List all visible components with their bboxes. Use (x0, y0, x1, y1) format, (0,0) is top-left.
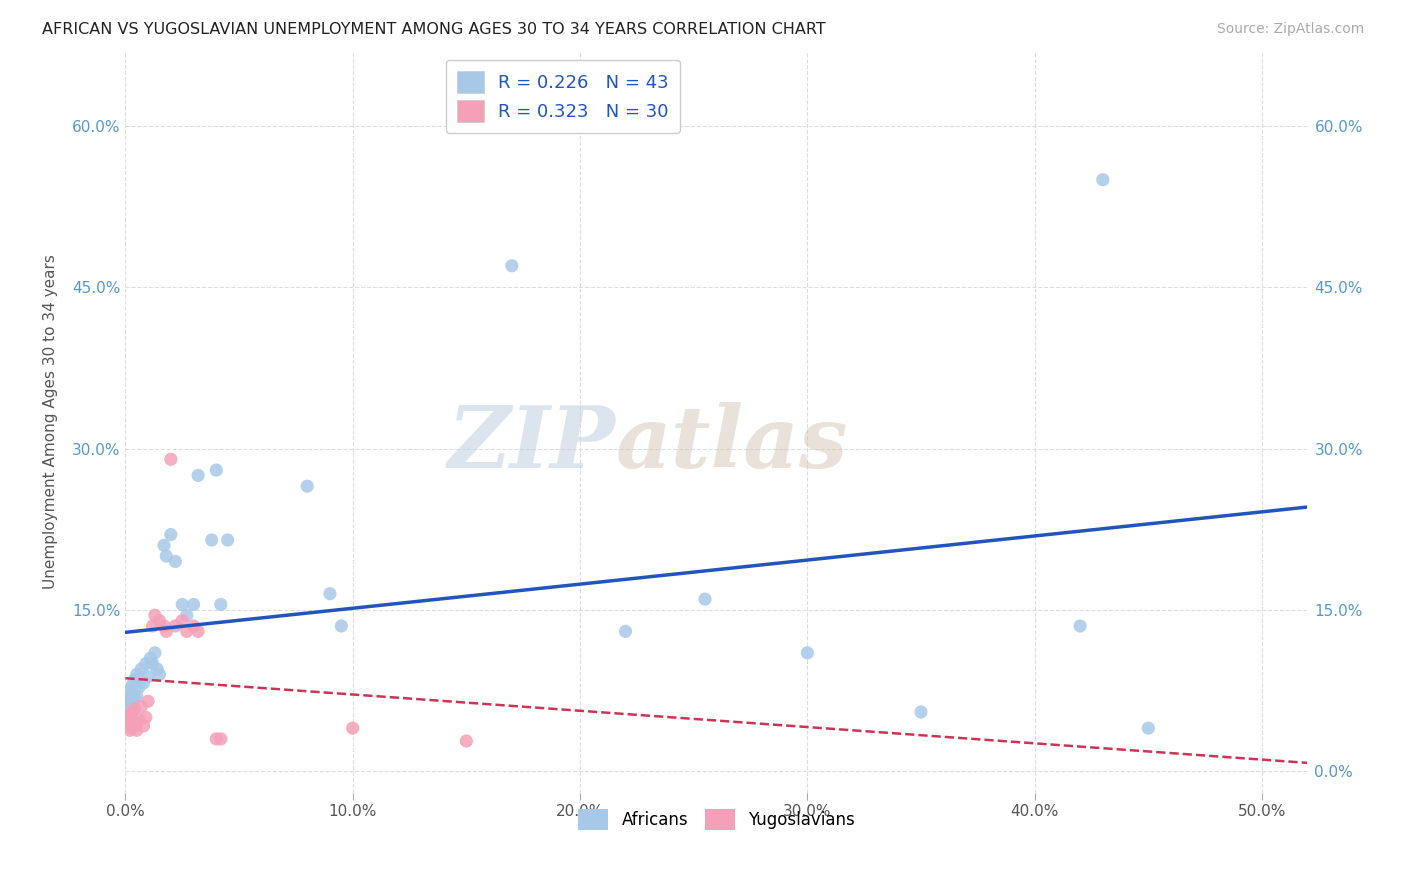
Point (124, 673, 146, 687)
Point (118, 723, 141, 738)
Point (125, 715, 148, 730)
Point (456, 734, 478, 748)
Point (117, 689, 139, 703)
Point (121, 678, 143, 692)
Point (153, 619, 176, 633)
Legend: Africans, Yugoslavians: Africans, Yugoslavians (571, 803, 862, 837)
Point (201, 533, 224, 547)
Point (796, 646, 818, 660)
Y-axis label: Unemployment Among Ages 30 to 34 years: Unemployment Among Ages 30 to 34 years (44, 254, 58, 589)
Point (176, 608, 198, 623)
Point (1069, 619, 1091, 633)
Point (129, 662, 152, 676)
Point (132, 676, 155, 690)
Point (121, 705, 143, 719)
Point (155, 549, 177, 563)
Text: AFRICAN VS YUGOSLAVIAN UNEMPLOYMENT AMONG AGES 30 TO 34 YEARS CORRELATION CHART: AFRICAN VS YUGOSLAVIAN UNEMPLOYMENT AMON… (42, 22, 825, 37)
Point (153, 538, 176, 552)
Point (183, 619, 205, 633)
Point (142, 619, 165, 633)
Point (143, 608, 166, 623)
Point (117, 694, 139, 708)
Point (128, 680, 150, 694)
Point (148, 667, 170, 681)
Text: ZIP: ZIP (449, 402, 616, 485)
Point (187, 468, 209, 483)
Point (209, 598, 232, 612)
Point (501, 259, 523, 273)
Point (139, 651, 162, 665)
Point (125, 689, 148, 703)
Point (155, 624, 177, 639)
Point (117, 713, 139, 727)
Point (297, 479, 319, 493)
Point (124, 691, 146, 706)
Point (135, 657, 157, 671)
Point (1137, 721, 1160, 735)
Point (142, 657, 165, 671)
Point (136, 694, 159, 708)
Point (118, 708, 141, 723)
Point (124, 718, 146, 732)
Point (121, 698, 143, 712)
Point (209, 731, 232, 746)
Point (128, 713, 150, 727)
Point (1091, 172, 1114, 186)
Point (172, 614, 194, 628)
Point (693, 592, 716, 607)
Point (205, 731, 228, 746)
Point (146, 662, 169, 676)
Point (143, 646, 166, 660)
Point (125, 723, 148, 738)
Point (614, 624, 637, 639)
Point (125, 667, 148, 681)
Point (160, 452, 183, 467)
Point (217, 533, 239, 547)
Point (165, 554, 187, 568)
Point (183, 598, 205, 612)
Point (342, 721, 364, 735)
Text: Source: ZipAtlas.com: Source: ZipAtlas.com (1216, 22, 1364, 37)
Point (176, 624, 198, 639)
Point (148, 614, 170, 628)
Point (187, 624, 209, 639)
Point (205, 463, 228, 477)
Point (165, 619, 187, 633)
Point (135, 710, 157, 724)
Point (319, 587, 342, 601)
Point (124, 702, 146, 716)
Point (910, 705, 932, 719)
Point (132, 719, 155, 733)
Point (121, 721, 143, 735)
Point (117, 719, 139, 733)
Point (118, 702, 141, 716)
Point (330, 619, 353, 633)
Point (172, 598, 194, 612)
Point (136, 669, 159, 683)
Point (129, 699, 152, 714)
Point (160, 527, 183, 541)
Text: atlas: atlas (616, 402, 848, 485)
Point (118, 683, 141, 698)
